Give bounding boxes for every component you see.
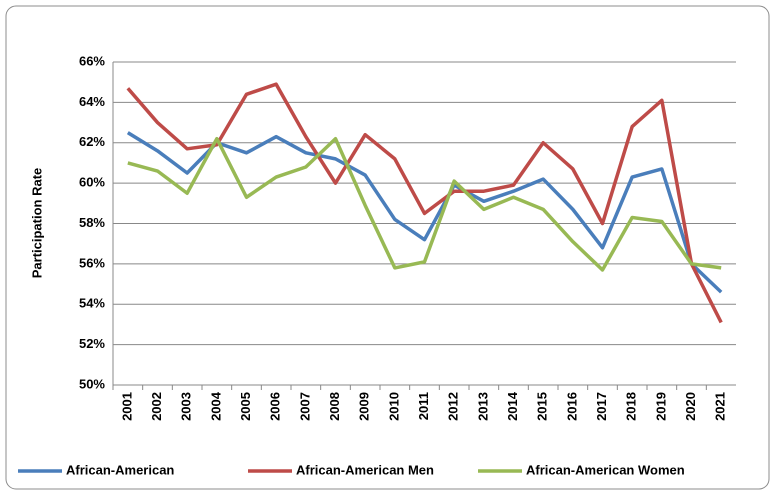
legend-label: African-American Women (526, 462, 685, 477)
x-tick-label: 2005 (238, 392, 253, 421)
y-tick-label: 64% (79, 94, 105, 109)
series-line (127, 136, 722, 272)
chart-frame (5, 5, 770, 490)
x-tick-label: 2011 (416, 392, 431, 420)
y-tick-label: 52% (79, 336, 105, 351)
y-axis-title: Participation Rate (29, 168, 44, 279)
y-tick-label: 54% (79, 296, 105, 311)
x-tick-label: 2009 (357, 392, 372, 421)
y-tick-label: 66% (79, 53, 105, 68)
x-tick-label: 2017 (594, 392, 609, 421)
x-tick-label: 2016 (564, 392, 579, 421)
x-tick-label: 2018 (624, 392, 639, 421)
x-tick-label: 2007 (297, 392, 312, 421)
x-tick-label: 2004 (208, 391, 223, 421)
x-tick-label: 2008 (327, 392, 342, 421)
series-line (126, 82, 723, 324)
x-tick-label: 2014 (505, 391, 520, 421)
y-tick-label: 50% (79, 376, 105, 391)
legend-label: African-American (66, 462, 174, 477)
x-tick-label: 2002 (149, 392, 164, 421)
x-tick-label: 2012 (446, 392, 461, 421)
y-tick-label: 62% (79, 134, 105, 149)
x-tick-label: 2003 (179, 392, 194, 421)
x-tick-label: 2021 (713, 392, 728, 421)
y-tick-label: 58% (79, 215, 105, 230)
legend-label: African-American Men (296, 462, 434, 477)
x-tick-label: 2019 (653, 392, 668, 421)
x-tick-label: 2010 (386, 392, 401, 421)
x-tick-label: 2001 (119, 392, 134, 421)
x-tick-label: 2013 (475, 392, 490, 421)
y-tick-label: 60% (79, 175, 105, 190)
x-tick-label: 2015 (535, 392, 550, 421)
y-tick-label: 56% (79, 255, 105, 270)
x-tick-label: 2020 (683, 392, 698, 421)
series-line (126, 131, 723, 294)
x-tick-label: 2006 (268, 392, 283, 421)
